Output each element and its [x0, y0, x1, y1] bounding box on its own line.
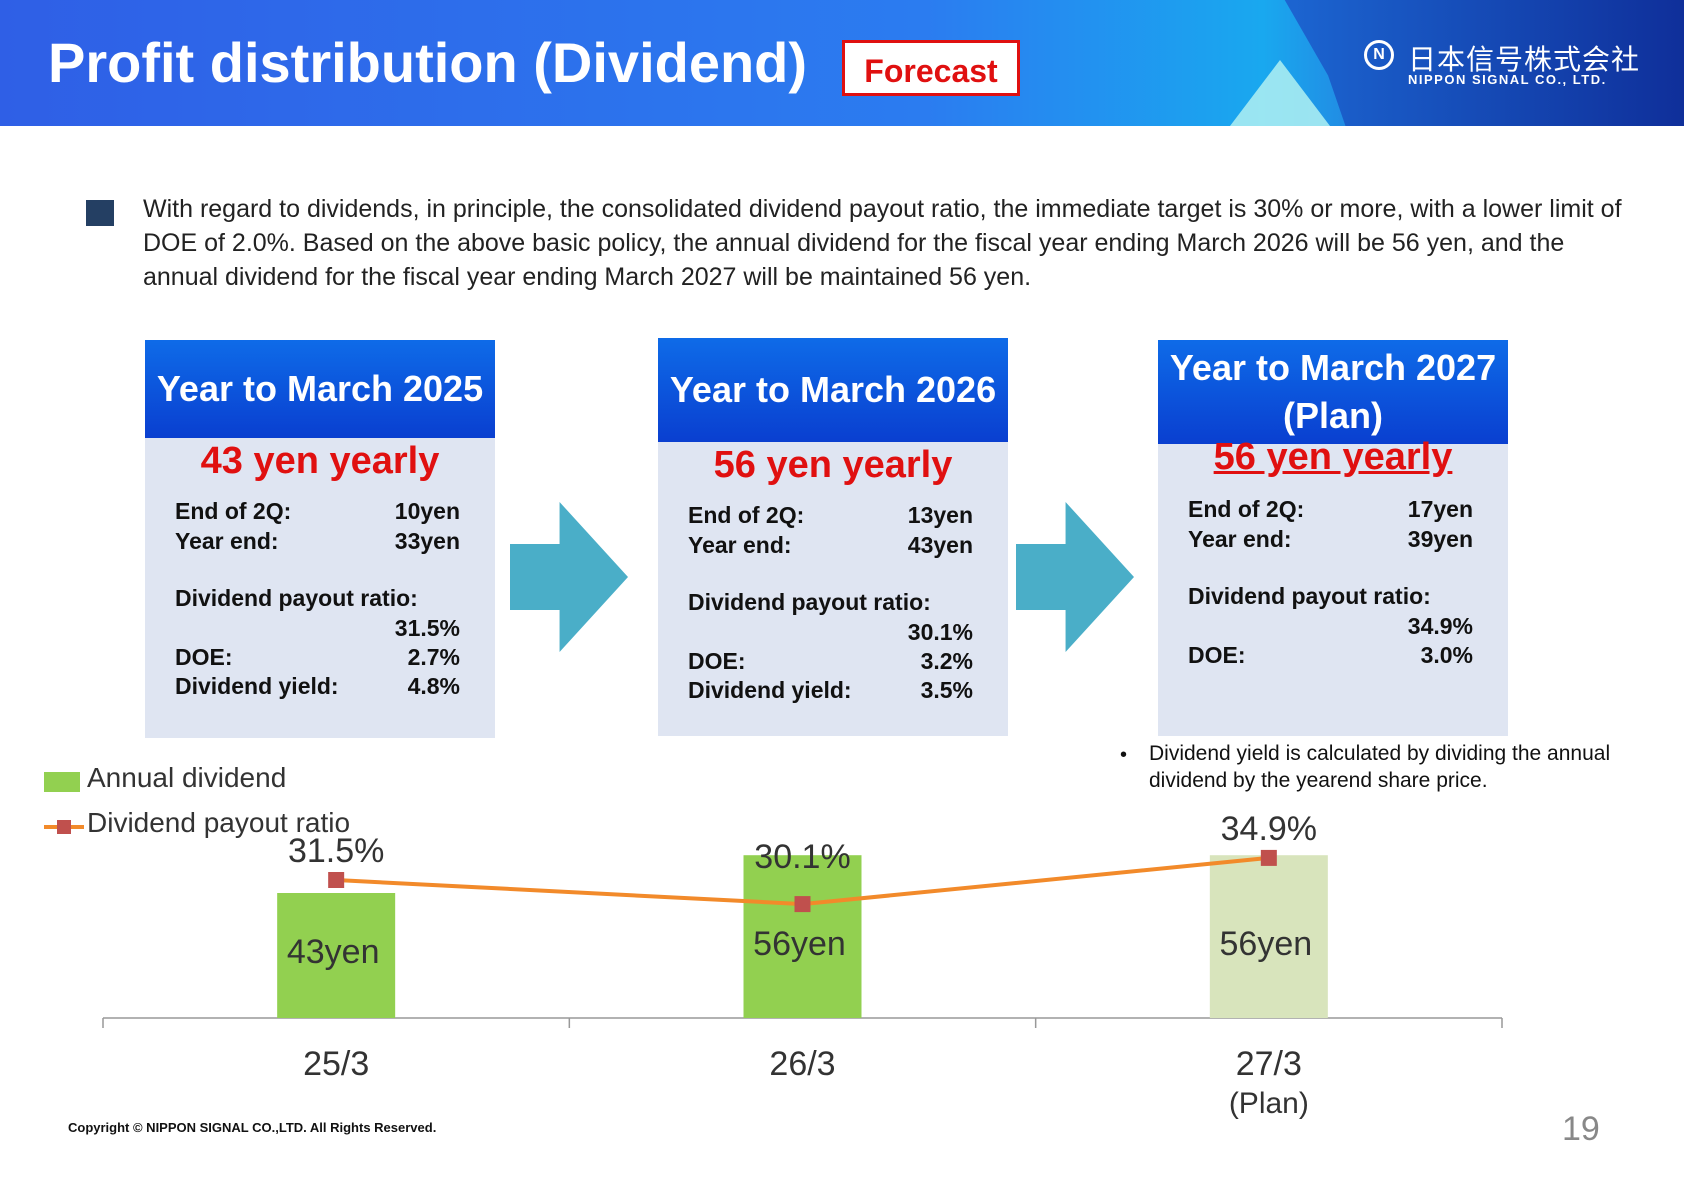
card-body: 56 yen yearly End of 2Q: 17yen Year end: 3…: [1158, 436, 1508, 736]
x-tick-label: 25/3: [303, 1045, 369, 1083]
card-row-yield: Dividend yield: 4.8%: [175, 673, 460, 699]
page-title: Profit distribution (Dividend): [48, 31, 808, 94]
header-decoration: [1284, 0, 1684, 126]
card-body: 56 yen yearly End of 2Q: 13yen Year end: 4…: [658, 442, 1008, 736]
line-point-payout-ratio: [328, 872, 345, 888]
card-annual-amount: 43 yen yearly: [200, 440, 440, 482]
company-logo: N 日本信号株式会社 NIPPON SIGNAL CO., LTD.: [1364, 38, 1639, 90]
legend-swatch-marker: [57, 820, 71, 834]
card-row-end-2q: End of 2Q: 13yen: [688, 502, 973, 528]
card-row-payout-label: Dividend payout ratio:: [175, 585, 418, 611]
bar-annual-dividend: [277, 893, 396, 1018]
card-row-end-2q: End of 2Q: 17yen: [1188, 496, 1473, 522]
card-row-yield: Dividend yield: 3.5%: [688, 677, 973, 703]
card-annual-amount: 56 yen yearly: [1213, 436, 1453, 478]
legend-label: Dividend payout ratio: [87, 807, 351, 838]
card-row-payout-label: Dividend payout ratio:: [688, 589, 931, 615]
card-annual-amount: 56 yen yearly: [713, 444, 953, 486]
logo-english-name: NIPPON SIGNAL CO., LTD.: [1408, 72, 1607, 87]
dividend-card-2025: Year to March 2025 43 yen yearly End of …: [145, 340, 495, 738]
legend-label: Annual dividend: [87, 762, 287, 793]
dividend-card-2026: Year to March 2026 56 yen yearly End of …: [658, 338, 1008, 736]
dividend-yield-note: Dividend yield is calculated by dividing…: [1149, 742, 1611, 792]
x-tick-label: 26/3: [769, 1045, 835, 1083]
copyright-footer: Copyright © NIPPON SIGNAL CO.,LTD. All R…: [68, 1120, 437, 1135]
logo-mark-icon: N: [1364, 40, 1394, 70]
logo-japanese-name: 日本信号株式会社: [1408, 44, 1641, 75]
card-row-payout-label: Dividend payout ratio:: [1188, 583, 1431, 609]
card-row-end-2q: End of 2Q: 10yen: [175, 498, 460, 524]
card-row-doe: DOE: 2.7%: [175, 644, 460, 670]
card-title: Year to March 2026: [658, 338, 1008, 442]
card-row-year-end: Year end: 39yen: [1188, 526, 1473, 552]
intro-text: With regard to dividends, in principle, …: [143, 195, 1622, 291]
card-title: Year to March 2025: [145, 340, 495, 438]
line-data-label: 34.9%: [1221, 810, 1317, 848]
card-row-year-end: Year end: 43yen: [688, 532, 973, 558]
legend-swatch-bar: [44, 772, 80, 792]
header-banner: Profit distribution (Dividend) Forecast …: [0, 0, 1684, 126]
bar-data-label: 43yen: [287, 933, 380, 971]
card-row-year-end: Year end: 33yen: [175, 528, 460, 554]
line-data-label: 31.5%: [288, 832, 384, 870]
line-point-payout-ratio: [794, 896, 811, 913]
bar-data-label: 56yen: [753, 925, 846, 963]
page-number: 19: [1562, 1110, 1600, 1148]
card-row-doe: DOE: 3.2%: [688, 648, 973, 674]
bar-data-label: 56yen: [1220, 925, 1313, 963]
bar-annual-dividend: [743, 855, 862, 1018]
forecast-badge: Forecast: [842, 40, 1020, 96]
dividend-card-2027: Year to March 2027 (Plan) 56 yen yearly …: [1158, 340, 1508, 736]
card-row-doe: DOE: 3.0%: [1188, 642, 1473, 668]
line-point-payout-ratio: [1260, 849, 1277, 866]
header-decoration-triangle: [1230, 60, 1330, 126]
bullet-square-icon: [86, 200, 114, 226]
x-tick-sublabel: (Plan): [1229, 1087, 1309, 1120]
note-bullet: •: [1120, 744, 1128, 766]
x-tick-label: 27/3: [1236, 1045, 1302, 1083]
card-body: 43 yen yearly End of 2Q: 10yen Year end: 3…: [145, 438, 495, 738]
line-data-label: 30.1%: [754, 838, 850, 876]
bar-annual-dividend: [1209, 855, 1328, 1018]
card-title: Year to March 2027 (Plan): [1158, 340, 1508, 444]
